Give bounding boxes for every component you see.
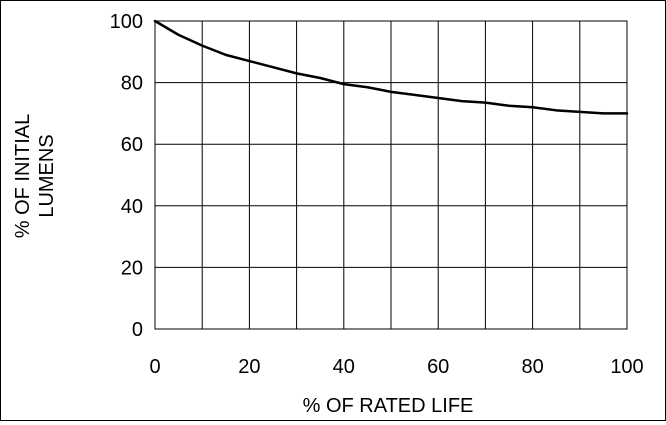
tick-labels: 0 20 40 60 80 100 0 20 40 60 80 100 xyxy=(110,11,644,378)
x-tick-label: 100 xyxy=(610,356,643,378)
x-tick-label: 40 xyxy=(333,356,355,378)
y-tick-label: 60 xyxy=(121,134,143,156)
y-tick-label: 80 xyxy=(121,73,143,95)
series-line xyxy=(153,19,629,115)
y-axis-label-line-2: LUMENS xyxy=(36,134,58,217)
plot-frame xyxy=(154,20,628,330)
x-tick-label: 80 xyxy=(521,356,543,378)
y-tick-label: 40 xyxy=(121,196,143,218)
axes xyxy=(154,20,628,330)
x-tick-label: 20 xyxy=(238,356,260,378)
x-tick-label: 0 xyxy=(149,356,160,378)
series xyxy=(153,19,629,115)
x-tick-label: 60 xyxy=(427,356,449,378)
x-axis-label: % OF RATED LIFE xyxy=(303,395,474,417)
grid xyxy=(155,21,627,329)
y-axis-label-line-1: % OF INITIAL xyxy=(12,114,34,238)
y-tick-label: 100 xyxy=(110,11,143,33)
y-tick-label: 0 xyxy=(132,319,143,341)
y-tick-label: 20 xyxy=(121,257,143,279)
axis-labels: % OF RATED LIFE % OF INITIAL LUMENS xyxy=(12,114,473,417)
